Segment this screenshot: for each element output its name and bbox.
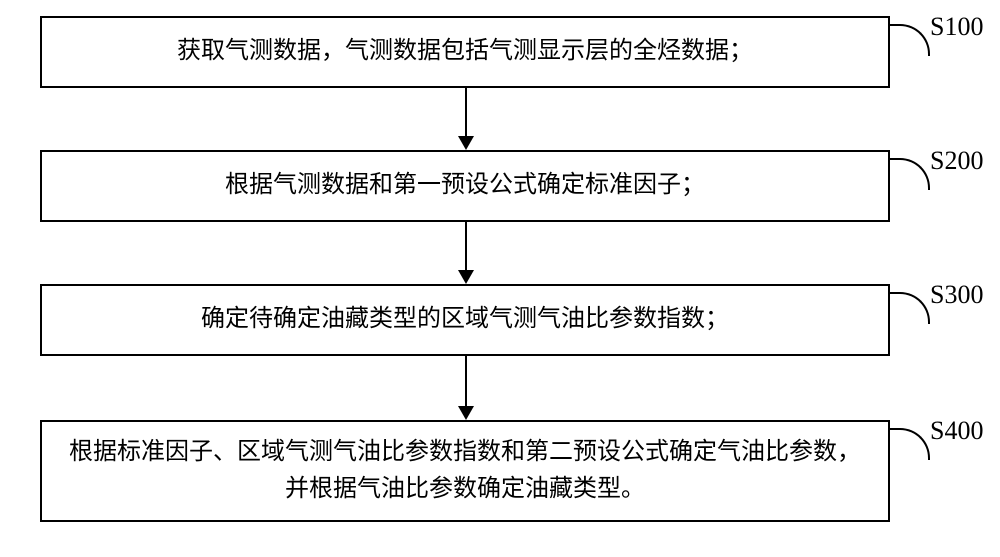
leader-s100 bbox=[890, 24, 930, 56]
leader-s200 bbox=[890, 158, 930, 190]
arrow-s300-s400-head bbox=[458, 406, 474, 420]
step-text-s400: 根据标准因子、区域气测气油比参数指数和第二预设公式确定气油比参数，并根据气油比参… bbox=[62, 434, 868, 508]
step-label-s300: S300 bbox=[930, 280, 983, 310]
step-label-s100: S100 bbox=[930, 12, 983, 42]
step-label-s200: S200 bbox=[930, 146, 983, 176]
step-box-s400: 根据标准因子、区域气测气油比参数指数和第二预设公式确定气油比参数，并根据气油比参… bbox=[40, 420, 890, 522]
arrow-s300-s400-line bbox=[465, 356, 467, 406]
step-box-s300: 确定待确定油藏类型的区域气测气油比参数指数； bbox=[40, 284, 890, 356]
arrow-s200-s300-head bbox=[458, 270, 474, 284]
step-box-s100: 获取气测数据，气测数据包括气测显示层的全烃数据； bbox=[40, 16, 890, 88]
step-label-s400: S400 bbox=[930, 416, 983, 446]
step-text-s300: 确定待确定油藏类型的区域气测气油比参数指数； bbox=[201, 301, 729, 338]
arrow-s100-s200-line bbox=[465, 88, 467, 136]
arrow-s100-s200-head bbox=[458, 136, 474, 150]
leader-s300 bbox=[890, 292, 930, 324]
step-box-s200: 根据气测数据和第一预设公式确定标准因子； bbox=[40, 150, 890, 222]
leader-s400 bbox=[890, 428, 930, 460]
step-text-s200: 根据气测数据和第一预设公式确定标准因子； bbox=[225, 167, 705, 204]
arrow-s200-s300-line bbox=[465, 222, 467, 270]
flowchart-canvas: 获取气测数据，气测数据包括气测显示层的全烃数据； S100 根据气测数据和第一预… bbox=[0, 0, 1000, 557]
step-text-s100: 获取气测数据，气测数据包括气测显示层的全烃数据； bbox=[177, 33, 753, 70]
